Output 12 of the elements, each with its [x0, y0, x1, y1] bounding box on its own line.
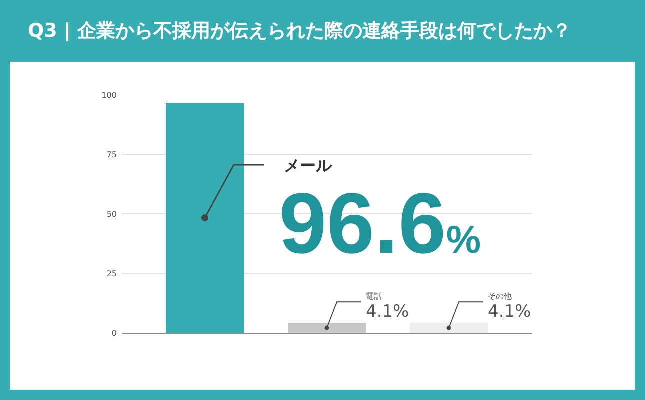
data-label: 4.1%: [366, 302, 410, 322]
y-tick-label: 0: [112, 328, 117, 338]
chart-title: Q3 | 企業から不採用が伝えられた際の連絡手段は何でしたか？: [28, 19, 572, 44]
y-tick-label: 50: [106, 210, 117, 219]
y-tick-label: 75: [106, 150, 117, 160]
x-tick-label: その他: [488, 292, 512, 301]
data-label: 96.6%: [279, 176, 482, 272]
data-label: 4.1%: [488, 302, 532, 322]
y-tick-label: 25: [106, 269, 117, 278]
x-tick-label: 電話: [366, 292, 382, 301]
y-tick-label: 100: [102, 90, 117, 100]
x-tick-label: メール: [284, 156, 333, 175]
